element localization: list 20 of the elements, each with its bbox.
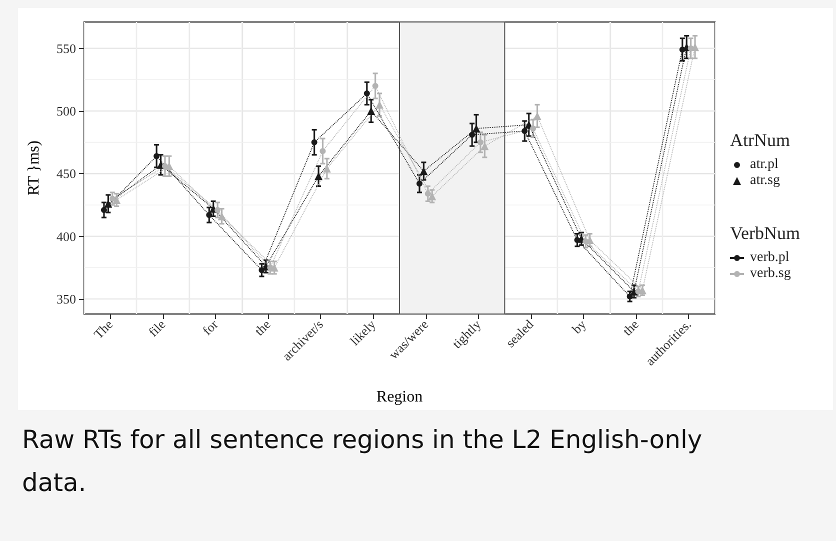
y-tick-label: 450 — [56, 166, 76, 182]
y-tick-label: 550 — [56, 40, 76, 56]
text: VerbNum — [730, 223, 801, 244]
text: atr.sg — [750, 173, 780, 189]
x-tick-label: for — [199, 316, 222, 338]
y-axis-title: RT }ms) — [26, 140, 42, 196]
text: verb.sg — [750, 266, 791, 282]
y-tick-label: 350 — [56, 291, 76, 306]
x-tick-label: by — [569, 316, 590, 336]
text: AtrNum — [730, 130, 791, 151]
x-tick-label: the — [252, 316, 274, 339]
x-tick-label: the — [620, 316, 642, 339]
y-tick-label: 500 — [56, 103, 76, 118]
x-tick-label: file — [145, 316, 168, 340]
x-axis-title: Region — [376, 388, 423, 406]
text: atr.pl — [750, 157, 778, 173]
text: verb.pl — [750, 250, 790, 266]
y-tick-label: 400 — [56, 228, 76, 244]
text: Raw RTs for all sentence regions in the L2 English-only data. — [22, 424, 704, 499]
x-tick-label: The — [90, 316, 116, 342]
